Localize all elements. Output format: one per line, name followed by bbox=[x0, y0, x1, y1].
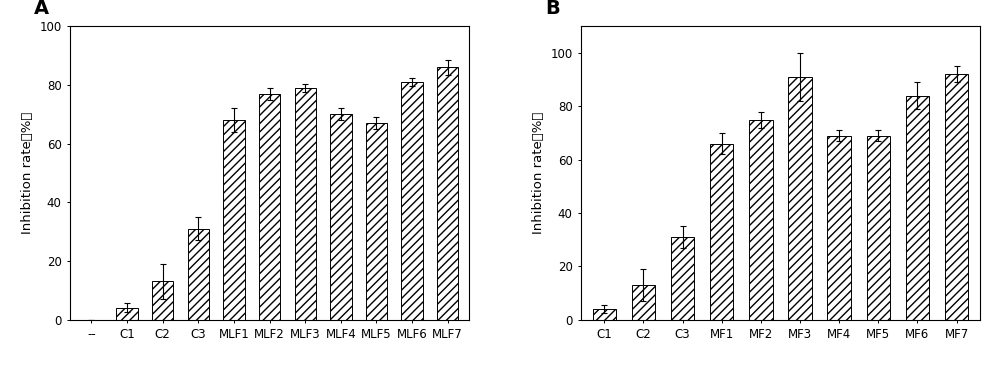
Bar bbox=[632, 285, 655, 320]
Bar bbox=[116, 308, 138, 320]
Text: B: B bbox=[545, 0, 560, 18]
Bar bbox=[366, 123, 387, 320]
Bar bbox=[152, 282, 173, 320]
Y-axis label: Inhibition rate（%）: Inhibition rate（%） bbox=[532, 112, 545, 234]
Bar bbox=[867, 136, 890, 320]
Bar bbox=[295, 88, 316, 320]
Bar bbox=[749, 120, 773, 320]
Bar bbox=[671, 237, 694, 320]
Bar bbox=[827, 136, 851, 320]
Bar bbox=[188, 229, 209, 320]
Bar bbox=[330, 114, 352, 320]
Y-axis label: Inhibition rate（%）: Inhibition rate（%） bbox=[21, 112, 34, 234]
Bar bbox=[906, 96, 929, 320]
Text: A: A bbox=[34, 0, 49, 18]
Bar bbox=[593, 309, 616, 320]
Bar bbox=[401, 82, 423, 320]
Bar bbox=[788, 77, 812, 320]
Bar bbox=[710, 144, 733, 320]
Bar bbox=[437, 67, 458, 320]
Bar bbox=[259, 94, 280, 320]
Bar bbox=[223, 120, 245, 320]
Bar bbox=[945, 74, 968, 320]
